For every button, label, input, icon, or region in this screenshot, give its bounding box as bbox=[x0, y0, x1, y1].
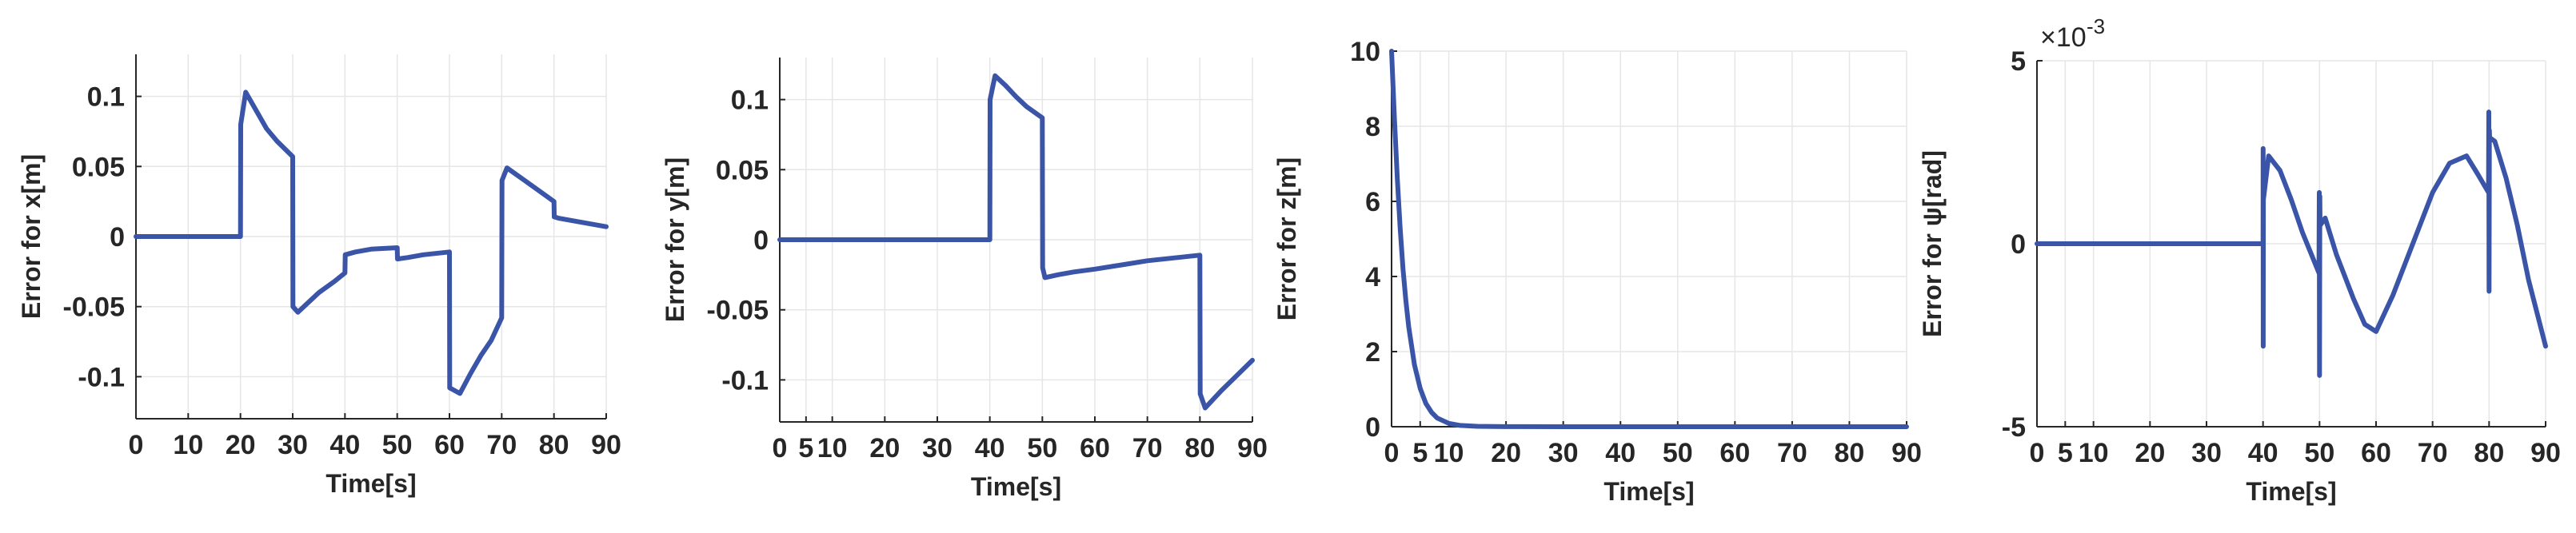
chart1-xtick-label-0: 0 bbox=[773, 433, 788, 463]
chart3-xtick-label-5: 40 bbox=[2248, 438, 2278, 468]
chart3-ytick-label-0: -5 bbox=[2002, 412, 2026, 443]
chart3-xtick-label-6: 50 bbox=[2304, 438, 2334, 468]
chart3-ytick-label-2: 5 bbox=[2011, 46, 2026, 77]
chart0-xtick-label-5: 50 bbox=[382, 430, 413, 460]
chart1-xtick-label-3: 20 bbox=[869, 433, 900, 463]
chart1-ylabel: Error for y[m] bbox=[661, 157, 689, 322]
subplot-x-error: 0 10 20 30 40 50 60 70 80 90 -0.1 -0.05 0 0.05 0.1 Time… bbox=[17, 54, 621, 498]
chart2-xtick-label-10: 90 bbox=[1891, 438, 1922, 468]
chart3-exponent-power: -3 bbox=[2087, 14, 2105, 38]
chart0-ytick-label-2: 0 bbox=[110, 222, 125, 253]
chart0-xtick-label-2: 20 bbox=[226, 430, 256, 460]
subplot-z-error: 0 5 10 20 30 40 50 60 70 80 900246810Time[s]Error … bbox=[1272, 37, 1922, 506]
chart1-ytick-label-2: 0 bbox=[753, 225, 769, 256]
chart2-ytick-label-0: 0 bbox=[1365, 412, 1380, 443]
chart1-ytick-label-0: -0.1 bbox=[721, 365, 769, 396]
chart2-xtick-label-1: 5 bbox=[1412, 438, 1428, 468]
chart3-exponent-label: ×10 bbox=[2040, 22, 2087, 53]
chart0-xtick-label-0: 0 bbox=[129, 430, 144, 460]
chart1-xtick-label-1: 5 bbox=[798, 433, 813, 463]
chart0-ytick-label-1: -0.05 bbox=[63, 292, 126, 323]
chart1-xtick-label-7: 60 bbox=[1080, 433, 1110, 463]
chart2-xtick-label-9: 80 bbox=[1835, 438, 1865, 468]
chart0-ytick-label-3: 0.05 bbox=[72, 152, 125, 182]
chart2-ytick-label-4: 8 bbox=[1365, 112, 1380, 142]
chart1-ytick-label-1: -0.05 bbox=[707, 296, 769, 326]
chart0-xtick-label-1: 10 bbox=[173, 430, 203, 460]
chart3-xtick-label-8: 70 bbox=[2418, 438, 2448, 468]
chart2-series-line-0 bbox=[1389, 49, 1909, 429]
chart0-ytick-label-0: -0.1 bbox=[78, 362, 125, 392]
chart2-xtick-label-4: 30 bbox=[1548, 438, 1579, 468]
chart0-xlabel: Time[s] bbox=[325, 469, 416, 498]
chart2-xtick-label-8: 70 bbox=[1777, 438, 1807, 468]
chart3-xlabel: Time[s] bbox=[2246, 477, 2336, 506]
subplot-y-error: 0 5 10 20 30 40 50 60 70 80 90-0.1-0.0500.050.1Tim… bbox=[661, 58, 1268, 501]
chart1-xlabel: Time[s] bbox=[971, 472, 1061, 501]
chart1-series-line-0 bbox=[777, 73, 1255, 411]
chart1-xtick-label-5: 40 bbox=[975, 433, 1005, 463]
chart3-xtick-label-4: 30 bbox=[2191, 438, 2222, 468]
chart1-xtick-label-9: 80 bbox=[1184, 433, 1215, 463]
chart1-xtick-label-8: 70 bbox=[1132, 433, 1163, 463]
chart3-xtick-label-9: 80 bbox=[2474, 438, 2504, 468]
chart0-ytick-label-4: 0.1 bbox=[87, 82, 125, 113]
chart3-xtick-label-7: 60 bbox=[2361, 438, 2391, 468]
chart2-xtick-label-5: 40 bbox=[1605, 438, 1635, 468]
chart2-xtick-label-7: 60 bbox=[1719, 438, 1750, 468]
chart0-series-line-0 bbox=[134, 89, 609, 396]
chart3-xtick-label-2: 10 bbox=[2079, 438, 2109, 468]
chart1-xtick-label-4: 30 bbox=[922, 433, 953, 463]
chart2-xtick-label-3: 20 bbox=[1491, 438, 1521, 468]
chart1-ytick-label-4: 0.1 bbox=[731, 86, 769, 116]
chart0-xtick-label-7: 70 bbox=[486, 430, 517, 460]
chart2-ytick-label-1: 2 bbox=[1365, 337, 1380, 368]
chart3-xtick-label-1: 5 bbox=[2058, 438, 2073, 468]
chart2-xlabel: Time[s] bbox=[1604, 477, 1694, 506]
chart3-xtick-label-10: 90 bbox=[2530, 438, 2561, 468]
chart0-xtick-label-8: 80 bbox=[539, 430, 569, 460]
chart1-xtick-label-10: 90 bbox=[1237, 433, 1268, 463]
chart0-xtick-label-6: 60 bbox=[434, 430, 465, 460]
chart2-xtick-label-2: 10 bbox=[1434, 438, 1464, 468]
chart3-xtick-label-3: 20 bbox=[2135, 438, 2165, 468]
chart2-ytick-label-2: 4 bbox=[1365, 262, 1380, 292]
chart2-ytick-label-3: 6 bbox=[1365, 187, 1380, 217]
chart0-xtick-label-9: 90 bbox=[591, 430, 621, 460]
chart0-xtick-label-4: 40 bbox=[329, 430, 360, 460]
chart1-xtick-label-2: 10 bbox=[817, 433, 848, 463]
chart3-ytick-label-1: 0 bbox=[2011, 229, 2026, 260]
chart2-ylabel: Error for z[m] bbox=[1272, 157, 1301, 320]
chart2-xtick-label-0: 0 bbox=[1384, 438, 1400, 468]
chart3-series-line-0 bbox=[2035, 109, 2548, 378]
chart1-xtick-label-6: 50 bbox=[1027, 433, 1057, 463]
chart1-ytick-label-3: 0.05 bbox=[716, 155, 769, 185]
chart2-ytick-label-5: 10 bbox=[1350, 37, 1380, 67]
chart2-xtick-label-6: 50 bbox=[1663, 438, 1693, 468]
chart3-xtick-label-0: 0 bbox=[2030, 438, 2045, 468]
chart3-ylabel: Error for ψ[rad] bbox=[1918, 150, 1947, 337]
chart0-xtick-label-3: 30 bbox=[278, 430, 308, 460]
chart0-ylabel: Error for x[m] bbox=[17, 154, 46, 319]
